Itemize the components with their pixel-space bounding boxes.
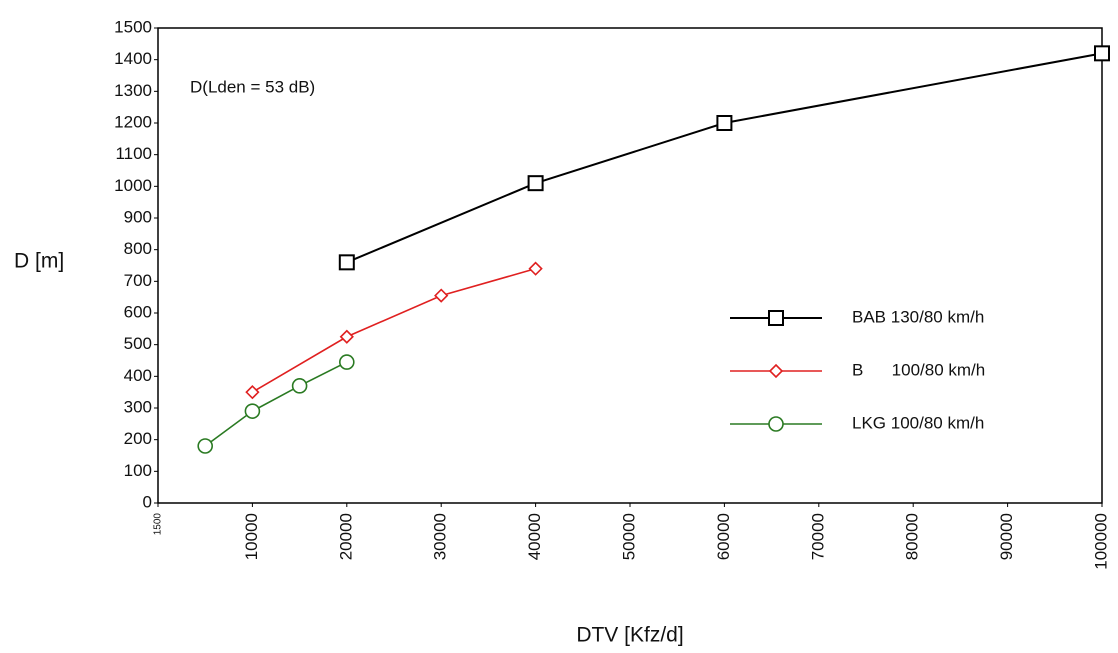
- x-tick-label: 100000: [1091, 513, 1110, 570]
- y-tick-label: 800: [124, 239, 152, 258]
- y-tick-label: 1200: [114, 112, 152, 131]
- marker: [527, 175, 544, 192]
- marker: [434, 288, 449, 303]
- x-tick-label: 90000: [997, 513, 1016, 560]
- marker: [244, 403, 261, 419]
- marker: [1094, 45, 1110, 62]
- y-tick-label: 200: [124, 429, 152, 448]
- x-axis-label: DTV [Kfz/d]: [576, 624, 683, 647]
- x-tick-label: 70000: [808, 513, 827, 560]
- marker: [338, 354, 355, 370]
- y-axis-label: D [m]: [14, 250, 64, 273]
- marker: [768, 416, 784, 432]
- y-tick-label: 100: [124, 461, 152, 480]
- y-tick-label: 1100: [115, 144, 152, 163]
- x-tick-label: 1500: [153, 513, 164, 536]
- x-tick-label: 40000: [525, 513, 544, 560]
- marker: [339, 329, 354, 344]
- x-tick-label: 50000: [619, 513, 638, 560]
- series-line: [204, 361, 348, 447]
- x-tick-label: 10000: [242, 513, 261, 560]
- y-tick-label: 1000: [114, 176, 152, 195]
- y-tick-label: 0: [143, 492, 152, 511]
- y-tick-label: 1500: [114, 17, 152, 36]
- y-tick-label: 400: [124, 366, 152, 385]
- legend-label: LKG 100/80 km/h: [852, 413, 984, 432]
- y-tick-label: 500: [124, 334, 152, 353]
- x-tick-label: 80000: [903, 513, 922, 560]
- legend-label: B 100/80 km/h: [852, 360, 985, 379]
- marker: [716, 115, 733, 131]
- legend-label: BAB 130/80 km/h: [852, 307, 984, 326]
- y-tick-label: 700: [124, 271, 152, 290]
- marker: [768, 310, 784, 326]
- marker: [197, 438, 213, 454]
- y-tick-label: 600: [124, 302, 152, 321]
- y-tick-label: 300: [124, 397, 152, 416]
- x-tick-label: 60000: [714, 513, 733, 560]
- y-tick-label: 1300: [114, 81, 152, 100]
- marker: [528, 261, 543, 276]
- annotation: D(Lden = 53 dB): [190, 77, 315, 96]
- series-line: [346, 52, 1103, 264]
- y-tick-label: 1400: [114, 49, 152, 68]
- marker: [768, 363, 784, 379]
- series-line: [251, 267, 536, 393]
- x-tick-label: 30000: [431, 513, 450, 560]
- y-tick-label: 900: [124, 207, 152, 226]
- x-tick-label: 20000: [336, 513, 355, 560]
- marker: [291, 378, 308, 394]
- marker: [245, 385, 260, 400]
- marker: [338, 254, 355, 271]
